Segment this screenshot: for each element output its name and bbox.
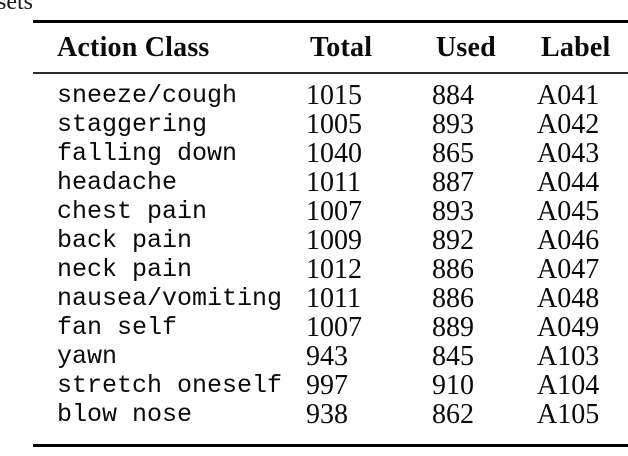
cell-total: 1007 — [306, 312, 362, 343]
col-header-total: Total — [306, 21, 432, 74]
col-header-action-class: Action Class — [33, 21, 306, 74]
cell-action-class: stretch oneself — [57, 371, 283, 400]
cell-action-class: fan self — [57, 313, 178, 342]
col-header-used: Used — [432, 21, 537, 74]
cell-total: 1040 — [306, 138, 362, 169]
cell-action-class: neck pain — [57, 255, 193, 284]
table-row: fan self 1007 889 A049 — [33, 313, 628, 342]
cell-label: A043 — [537, 138, 600, 169]
cell-label: A046 — [537, 225, 600, 256]
table-row: neck pain 1012 886 A047 — [33, 255, 628, 284]
cell-action-class: back pain — [57, 226, 193, 255]
cell-action-class: headache — [57, 168, 178, 197]
action-class-table: Action Class Total Used Label sneeze/cou… — [33, 20, 628, 447]
cell-used: 889 — [432, 312, 474, 343]
cell-label: A105 — [537, 399, 600, 430]
cell-label: A049 — [537, 312, 600, 343]
cell-used: 886 — [432, 254, 474, 285]
cell-action-class: sneeze/cough — [57, 81, 238, 110]
table-row: sneeze/cough 1015 884 A041 — [33, 73, 628, 110]
cell-used: 910 — [432, 370, 474, 401]
table-row: stretch oneself 997 910 A104 — [33, 371, 628, 400]
table-row: blow nose 938 862 A105 — [33, 400, 628, 446]
cell-used: 884 — [432, 80, 474, 111]
table-row: chest pain 1007 893 A045 — [33, 197, 628, 226]
col-header-label: Label — [537, 21, 628, 74]
table-row: back pain 1009 892 A046 — [33, 226, 628, 255]
table-body: sneeze/cough 1015 884 A041 staggering 10… — [33, 73, 628, 446]
cell-used: 893 — [432, 196, 474, 227]
cell-used: 887 — [432, 167, 474, 198]
table-row: staggering 1005 893 A042 — [33, 110, 628, 139]
cell-label: A042 — [537, 109, 600, 140]
cell-used: 893 — [432, 109, 474, 140]
table-row: nausea/vomiting 1011 886 A048 — [33, 284, 628, 313]
cell-action-class: yawn — [57, 342, 118, 371]
table-row: falling down 1040 865 A043 — [33, 139, 628, 168]
cell-total: 1011 — [306, 167, 361, 198]
cell-action-class: staggering — [57, 110, 208, 139]
cell-used: 886 — [432, 283, 474, 314]
cell-total: 938 — [306, 399, 348, 430]
table-header-row: Action Class Total Used Label — [33, 21, 628, 74]
cell-label: A103 — [537, 341, 600, 372]
cell-total: 1011 — [306, 283, 361, 314]
cell-total: 997 — [306, 370, 348, 401]
table-header: Action Class Total Used Label — [33, 21, 628, 74]
cell-used: 892 — [432, 225, 474, 256]
cell-label: A041 — [537, 80, 600, 111]
cell-total: 1012 — [306, 254, 362, 285]
cell-used: 865 — [432, 138, 474, 169]
cell-action-class: blow nose — [57, 400, 193, 429]
cell-label: A047 — [537, 254, 600, 285]
cell-action-class: nausea/vomiting — [57, 284, 283, 313]
cell-label: A045 — [537, 196, 600, 227]
cell-total: 1007 — [306, 196, 362, 227]
cell-total: 1015 — [306, 80, 362, 111]
cell-used: 845 — [432, 341, 474, 372]
table-row: headache 1011 887 A044 — [33, 168, 628, 197]
cropped-caption-fragment: sets — [0, 0, 33, 15]
table-row: yawn 943 845 A103 — [33, 342, 628, 371]
cell-label: A104 — [537, 370, 600, 401]
cell-action-class: chest pain — [57, 197, 208, 226]
cell-used: 862 — [432, 399, 474, 430]
cell-label: A044 — [537, 167, 600, 198]
cell-label: A048 — [537, 283, 600, 314]
cell-total: 1005 — [306, 109, 362, 140]
cell-action-class: falling down — [57, 139, 238, 168]
cell-total: 1009 — [306, 225, 362, 256]
cell-total: 943 — [306, 341, 348, 372]
